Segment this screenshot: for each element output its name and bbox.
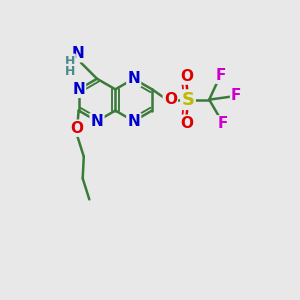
Text: O: O <box>71 121 84 136</box>
Text: N: N <box>72 82 85 97</box>
Text: H: H <box>64 55 75 68</box>
Text: O: O <box>180 69 193 84</box>
Text: N: N <box>127 114 140 129</box>
Text: N: N <box>127 71 140 86</box>
Text: F: F <box>231 88 242 103</box>
Text: F: F <box>217 116 228 131</box>
Text: O: O <box>180 116 193 131</box>
Text: N: N <box>91 114 103 129</box>
Text: O: O <box>164 92 177 107</box>
Text: N: N <box>72 46 85 61</box>
Text: S: S <box>182 91 194 109</box>
Text: H: H <box>64 65 75 78</box>
Text: F: F <box>216 68 226 83</box>
